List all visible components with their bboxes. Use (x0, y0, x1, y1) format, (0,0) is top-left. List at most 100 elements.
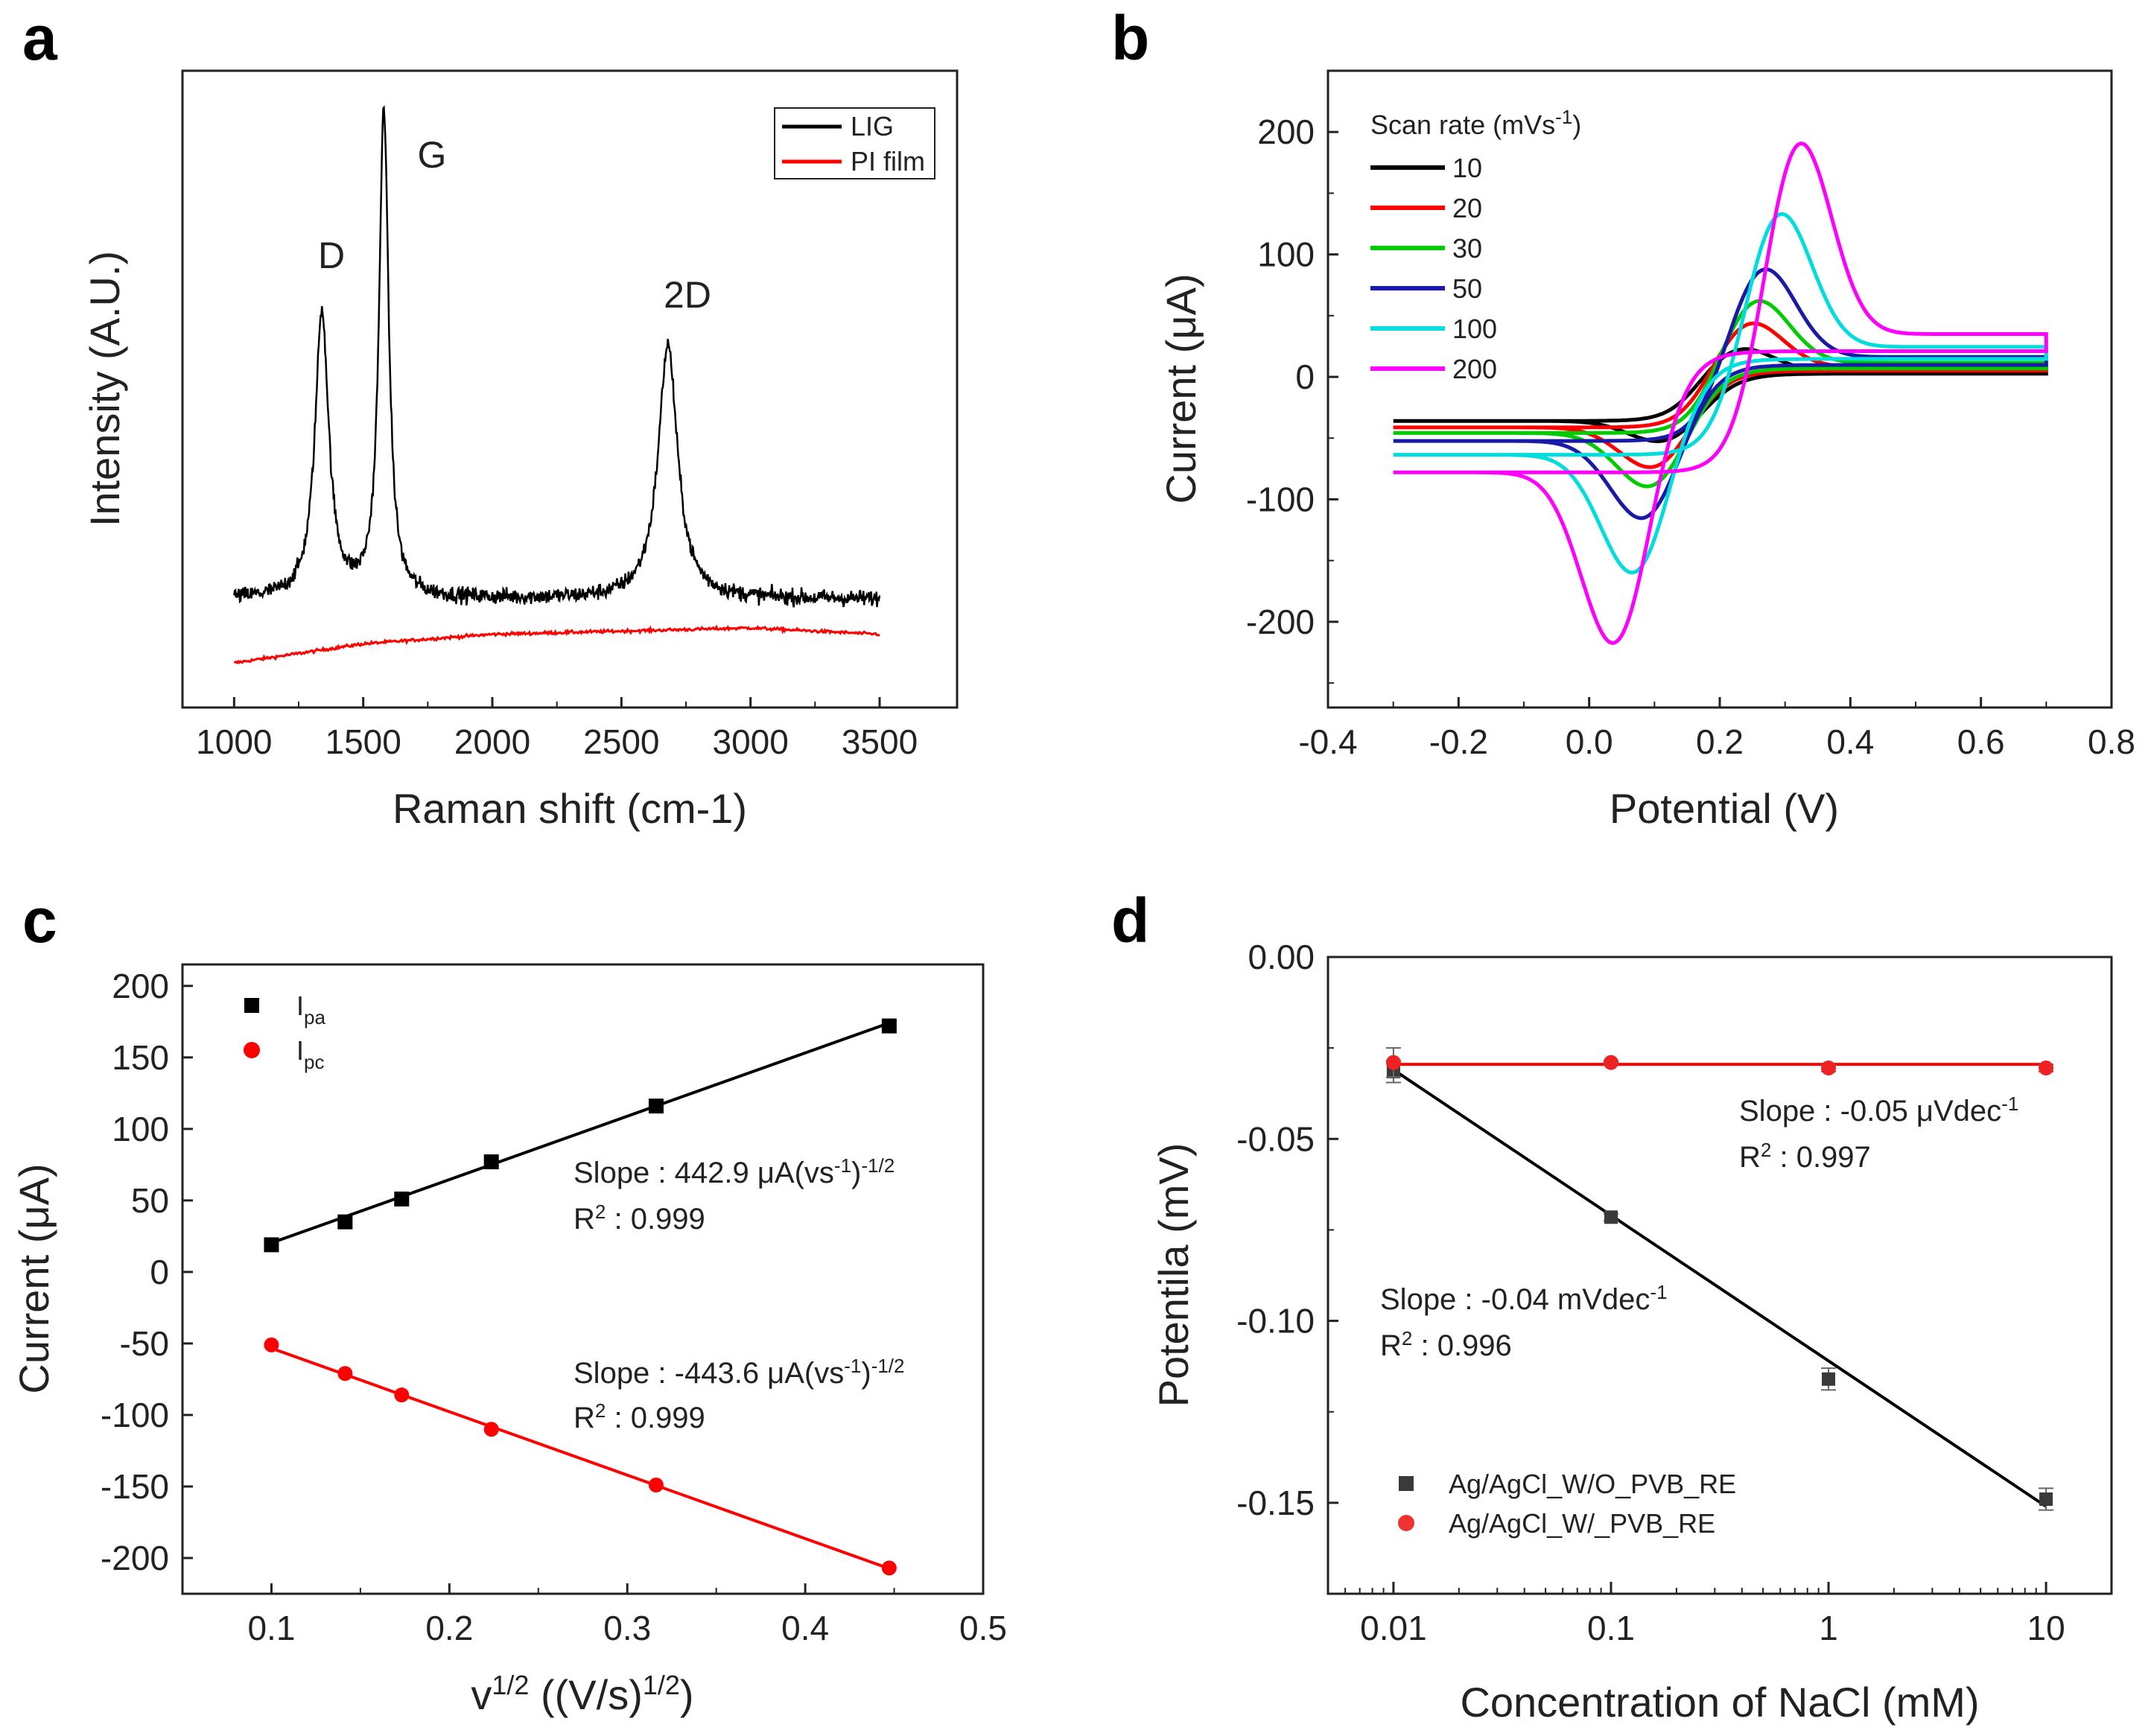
peak-label-d: D (318, 235, 345, 276)
panel-c-x-axis-label: v1/2 ((V/s)1/2) (471, 1670, 693, 1718)
c-y-tick-label-50: 50 (131, 1181, 169, 1220)
series-line-pi-film (234, 624, 880, 665)
panel-b-x-axis-label: Potential (V) (1610, 785, 1839, 832)
annot-ipa-slope-sup2: -1/2 (861, 1154, 895, 1177)
data-point-ag-agcl-w-pvb-re (1821, 1061, 1837, 1076)
c-xlabel-v: v (471, 1671, 492, 1718)
annot-ipa-slope-sup: -1 (834, 1154, 851, 1177)
panel-letter-d: d (1111, 886, 1149, 956)
panel-d-plot-frame (1326, 956, 2113, 1595)
legend-label-30-mvs: 30 (1452, 233, 1482, 264)
c-y-tick-label-100: -100 (101, 1396, 169, 1434)
b-x-tick-label-0-6: 0.6 (1957, 722, 2005, 761)
panel-a-raman: a 1000 1500 2000 2500 3000 3500 D G 2D LIG PI… (22, 3, 959, 832)
annot-d-black-slope-text: Slope : -0.04 mVdec (1380, 1283, 1650, 1316)
panel-c-annotation-ipc: Slope : -443.6 μA(vs-1)-1/2 R2 : 0.999 (574, 1355, 905, 1434)
annot-ipc-r-value: : 0.999 (606, 1402, 705, 1434)
panel-letter-a: a (22, 3, 58, 73)
legend-ipa-main: I (296, 991, 304, 1021)
cv-curve-200-mvs (1393, 142, 2048, 646)
legend-label-50-mvs: 50 (1452, 273, 1482, 304)
data-point-ipc (881, 1560, 897, 1576)
c-xlabel-sup2: 1/2 (643, 1670, 680, 1700)
legend-ipa-sub: pa (304, 1006, 325, 1028)
data-point-ipc (337, 1366, 353, 1382)
panel-d-potential: d 0.01 0.1 1 10 0.00 -0.05 -0.10 -0.15 Slope :… (1111, 886, 2113, 1726)
b-y-tick-label-200: -200 (1246, 602, 1315, 641)
annot-d-red-r-sup: 2 (1761, 1139, 1771, 1161)
c-xlabel-close: ) (680, 1671, 694, 1718)
d-y-tick-label-0-10: -0.10 (1236, 1302, 1315, 1341)
fit-line-ipa (270, 1021, 890, 1244)
annot-d-red-r-text: R (1739, 1141, 1761, 1174)
panel-a-plot-frame (181, 69, 959, 709)
data-point-ag-agcl-w-o-pvb-re (1822, 1372, 1836, 1386)
a-x-tick-label-1000: 1000 (196, 722, 272, 761)
c-y-tick-label-200: -200 (101, 1539, 169, 1577)
b-x-tick-label-0-2: 0.2 (1696, 722, 1744, 761)
c-xlabel-rest: ((V/s) (529, 1671, 642, 1718)
annot-ipc-slope-close: ) (861, 1357, 871, 1390)
annot-d-red-r-value: : 0.997 (1771, 1141, 1870, 1174)
annot-ipa-r2: R2 : 0.999 (574, 1201, 705, 1236)
c-x-tick-label-0-5: 0.5 (959, 1609, 1007, 1647)
a-x-tick-label-3500: 3500 (842, 722, 918, 761)
annot-ipc-r-sup: 2 (595, 1399, 606, 1422)
c-y-tick-label-200: 200 (112, 967, 169, 1005)
legend-ipc-sub: pc (304, 1051, 324, 1073)
panel-b-legend: Scan rate (mVs-1) 10 20 30 50 100 200 (1370, 106, 1581, 384)
panel-c-plot-frame (181, 963, 985, 1595)
c-y-tick-label-150: -150 (101, 1467, 169, 1506)
legend-label-ipa: Ipa (296, 991, 325, 1028)
data-point-ipc (648, 1478, 664, 1493)
panel-d-x-tick-labels: 0.01 0.1 1 10 (1360, 1609, 2065, 1647)
c-y-tick-label-100: 100 (112, 1110, 169, 1148)
legend-title-close: ) (1572, 109, 1581, 140)
legend-marker-without-pvb (1399, 1476, 1414, 1491)
data-point-ipa (483, 1154, 499, 1170)
panel-a-legend: LIG PI film (774, 107, 935, 179)
a-x-tick-label-3000: 3000 (712, 722, 788, 761)
b-y-tick-label-200: 200 (1257, 112, 1315, 151)
c-x-tick-label-0-2: 0.2 (425, 1609, 473, 1647)
d-x-tick-label-0-01: 0.01 (1360, 1609, 1427, 1647)
b-x-tick-label-0-4: 0.4 (1826, 722, 1874, 761)
legend-label-ipc: Ipc (296, 1035, 324, 1073)
legend-title-sup: -1 (1555, 106, 1572, 128)
data-point-ipa (264, 1237, 279, 1253)
d-x-tick-label-1: 1 (1819, 1609, 1838, 1647)
fit-line-ipc (270, 1346, 890, 1571)
c-y-tick-label-0: 0 (150, 1253, 169, 1291)
data-point-ag-agcl-w-o-pvb-re (1604, 1210, 1618, 1224)
panel-d-legend: Ag/AgCl_W/O_PVB_RE Ag/AgCl_W/_PVB_RE (1398, 1469, 1736, 1539)
d-y-tick-label-0-05: -0.05 (1236, 1119, 1315, 1158)
a-x-tick-label-2000: 2000 (454, 722, 530, 761)
b-y-tick-label-100: 100 (1257, 235, 1315, 274)
panel-d-y-axis-label: Potentila (mV) (1150, 1143, 1197, 1408)
panel-c-y-axis-label: Current (μA) (10, 1163, 57, 1393)
legend-label-pi-film: PI film (851, 146, 925, 177)
annot-d-black-r2: R2 : 0.996 (1380, 1327, 1512, 1362)
legend-label-200-mvs: 200 (1452, 354, 1497, 384)
c-x-tick-label-0-4: 0.4 (781, 1609, 829, 1647)
panel-d-series (1385, 1047, 2054, 1511)
legend-label-with-pvb: Ag/AgCl_W/_PVB_RE (1449, 1508, 1715, 1539)
annot-ipa-r-text: R (574, 1203, 595, 1236)
panel-c-y-tick-labels: -200 -150 -100 -50 0 50 100 150 200 (101, 967, 169, 1577)
annot-ipa-r-sup: 2 (595, 1201, 606, 1223)
legend-marker-with-pvb (1398, 1515, 1414, 1531)
legend-title-text: Scan rate (mVs (1370, 109, 1555, 140)
panel-b-y-axis-label: Current (μA) (1157, 273, 1204, 503)
panel-c-series (264, 1018, 897, 1576)
panel-c-peak-current: c 0.1 0.2 0.3 0.4 0.5 -200 -150 -100 -50 0 50 100 1… (10, 886, 1007, 1718)
panel-a-series (233, 105, 881, 665)
d-y-tick-label-0-15: -0.15 (1236, 1484, 1315, 1522)
data-point-ipa (881, 1018, 897, 1034)
annot-d-red-slope-text: Slope : -0.05 μVdec (1739, 1095, 2001, 1128)
panel-d-y-tick-labels: 0.00 -0.05 -0.10 -0.15 (1236, 938, 1315, 1522)
annot-ipa-slope-close: ) (851, 1157, 861, 1189)
b-x-tick-label-0-4: -0.4 (1298, 722, 1357, 761)
panel-b-y-tick-labels: -200 -100 0 100 200 (1246, 112, 1315, 641)
b-x-tick-label-0-2: -0.2 (1429, 722, 1488, 761)
panel-c-ticks (182, 985, 985, 1594)
